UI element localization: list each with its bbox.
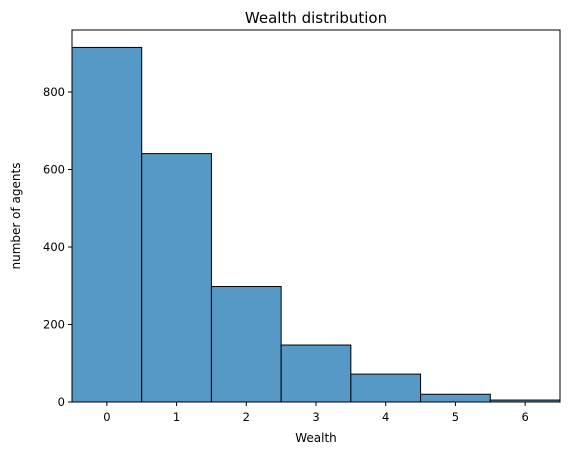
chart-title: Wealth distribution xyxy=(245,9,387,27)
bar-0 xyxy=(71,46,143,403)
x-tick-label: 4 xyxy=(382,410,389,424)
y-tick-label: 0 xyxy=(58,395,65,409)
x-tick-label: 5 xyxy=(452,410,459,424)
x-tick-label: 1 xyxy=(173,410,180,424)
bar-1 xyxy=(141,153,212,403)
x-tick-label: 2 xyxy=(243,410,250,424)
bar-3 xyxy=(280,344,352,403)
x-axis-label: Wealth xyxy=(295,431,337,445)
bar-5 xyxy=(420,393,491,403)
x-ticks-group: 0 1 2 3 4 5 6 xyxy=(103,402,529,424)
bar-4 xyxy=(350,373,422,403)
bar-2 xyxy=(210,286,282,403)
x-tick-label: 3 xyxy=(312,410,319,424)
y-tick-label: 400 xyxy=(43,240,65,254)
y-tick-label: 200 xyxy=(43,318,65,332)
bars-group xyxy=(71,46,561,403)
x-tick-label: 0 xyxy=(103,410,110,424)
plot-frame xyxy=(71,29,561,403)
y-tick-label: 600 xyxy=(43,163,65,177)
y-ticks-group: 0 200 400 600 800 xyxy=(43,85,72,409)
x-tick-label: 6 xyxy=(521,410,528,424)
y-axis-label: number of agents xyxy=(9,163,23,270)
y-tick-label: 800 xyxy=(43,85,65,99)
